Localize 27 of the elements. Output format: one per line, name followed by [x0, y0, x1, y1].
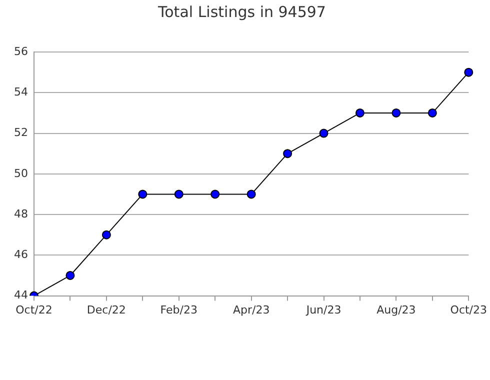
point — [464, 68, 474, 77]
x-tick-label: Oct/23 — [450, 303, 488, 316]
point — [66, 270, 75, 280]
point — [428, 108, 437, 118]
y-tick-label: 46 — [14, 248, 28, 262]
x-tick-label: Apr/23 — [232, 303, 270, 316]
y-tick-label: 56 — [14, 44, 28, 58]
y-tick-label: 44 — [14, 288, 28, 302]
point — [319, 128, 328, 138]
point — [355, 108, 364, 118]
y-tick-label: 50 — [14, 166, 28, 180]
point — [210, 190, 220, 199]
y-tick-label: 54 — [14, 85, 28, 98]
point — [246, 190, 256, 199]
point — [392, 108, 401, 118]
x-tick-label: Jun/23 — [305, 303, 342, 316]
point — [283, 149, 292, 158]
x-tick-label: Oct/22 — [16, 303, 52, 316]
chart-title: Total Listings in 94597 — [157, 2, 326, 21]
x-tick-label: Aug/23 — [376, 303, 416, 316]
y-tick-label: 52 — [14, 126, 28, 140]
x-tick-label: Feb/23 — [160, 303, 198, 316]
point — [138, 190, 148, 199]
y-tick-label: 48 — [14, 207, 28, 220]
point — [102, 230, 111, 240]
x-tick-label: Dec/22 — [86, 303, 126, 316]
point — [174, 190, 184, 199]
